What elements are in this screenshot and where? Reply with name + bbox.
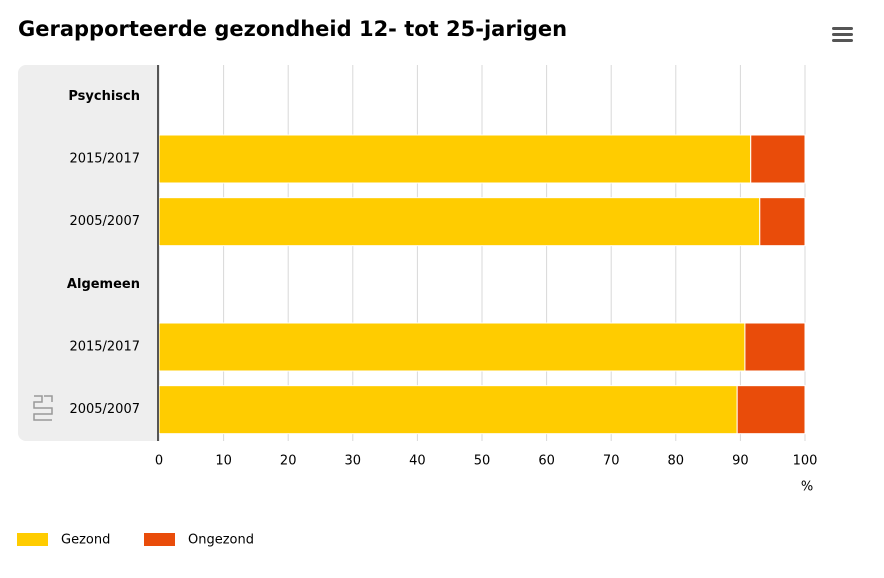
legend-label: Gezond (61, 533, 110, 548)
x-tick-label: 70 (603, 454, 620, 469)
legend-swatch (17, 533, 48, 546)
x-tick-label: 40 (409, 454, 426, 469)
bar-segment (158, 197, 761, 247)
bar-segment (158, 385, 738, 435)
menu-bar (832, 39, 853, 42)
bar-segment (750, 134, 806, 184)
group-label: Algemeen (67, 277, 140, 292)
logo-shape (33, 395, 53, 421)
x-tick-label: 90 (732, 454, 749, 469)
menu-icon[interactable] (832, 27, 853, 42)
bar-segment (744, 322, 806, 372)
bar-segment (158, 134, 752, 184)
label-panel (18, 65, 168, 441)
x-tick-label: 0 (155, 454, 163, 469)
x-tick-label: 30 (345, 454, 362, 469)
group-label: Psychisch (68, 89, 140, 104)
bar-segment (736, 385, 806, 435)
legend-swatch (144, 533, 175, 546)
plot-area (159, 65, 819, 441)
y-tick-label: 2005/2007 (69, 402, 140, 417)
logo (33, 395, 53, 421)
y-tick-label: 2015/2017 (69, 340, 140, 355)
bar-segment (759, 197, 806, 247)
menu-bar (832, 27, 853, 30)
chart-title: Gerapporteerde gezondheid 12- tot 25-jar… (18, 17, 567, 41)
menu-bar (832, 33, 853, 36)
bar-segment (158, 322, 746, 372)
x-tick-label: 20 (280, 454, 297, 469)
legend-label: Ongezond (188, 533, 254, 548)
x-tick-label: 80 (668, 454, 685, 469)
y-tick-label: 2015/2017 (69, 152, 140, 167)
y-tick-label: 2005/2007 (69, 214, 140, 229)
x-tick-label: 100 (793, 454, 818, 469)
x-tick-label: 10 (215, 454, 232, 469)
x-axis-label: % (801, 480, 813, 495)
x-tick-label: 50 (474, 454, 491, 469)
x-tick-label: 60 (538, 454, 555, 469)
